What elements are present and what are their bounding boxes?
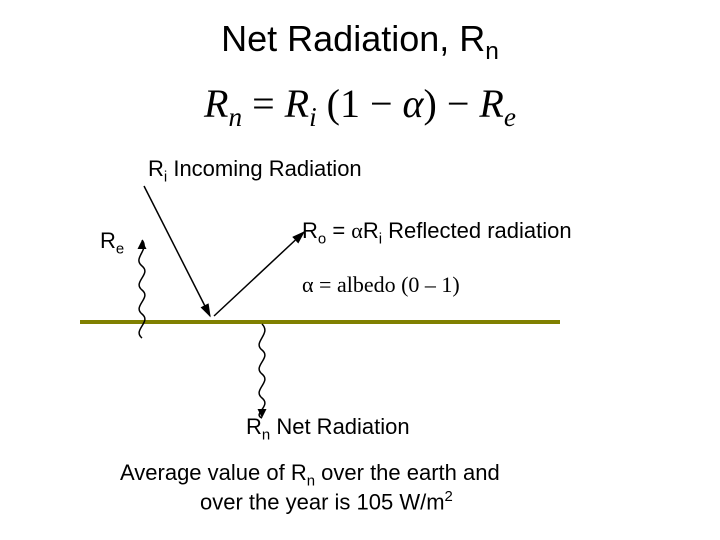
label-albedo: α = albedo (0 – 1) — [302, 272, 460, 298]
label-re: Re — [100, 228, 124, 257]
squiggle-re-arrowhead — [138, 240, 147, 249]
label-ri: Ri Incoming Radiation — [148, 156, 362, 185]
footer-line-1: Average value of Rn over the earth and — [120, 460, 500, 489]
arrow-ro — [214, 232, 304, 316]
radiation-diagram — [0, 0, 720, 540]
label-rn: Rn Net Radiation — [246, 414, 410, 443]
arrow-ri — [144, 186, 210, 316]
squiggle-rn — [259, 324, 265, 418]
label-ro: Ro = αRi Reflected radiation — [302, 218, 572, 247]
footer-line-2: over the year is 105 W/m2 — [200, 488, 453, 515]
